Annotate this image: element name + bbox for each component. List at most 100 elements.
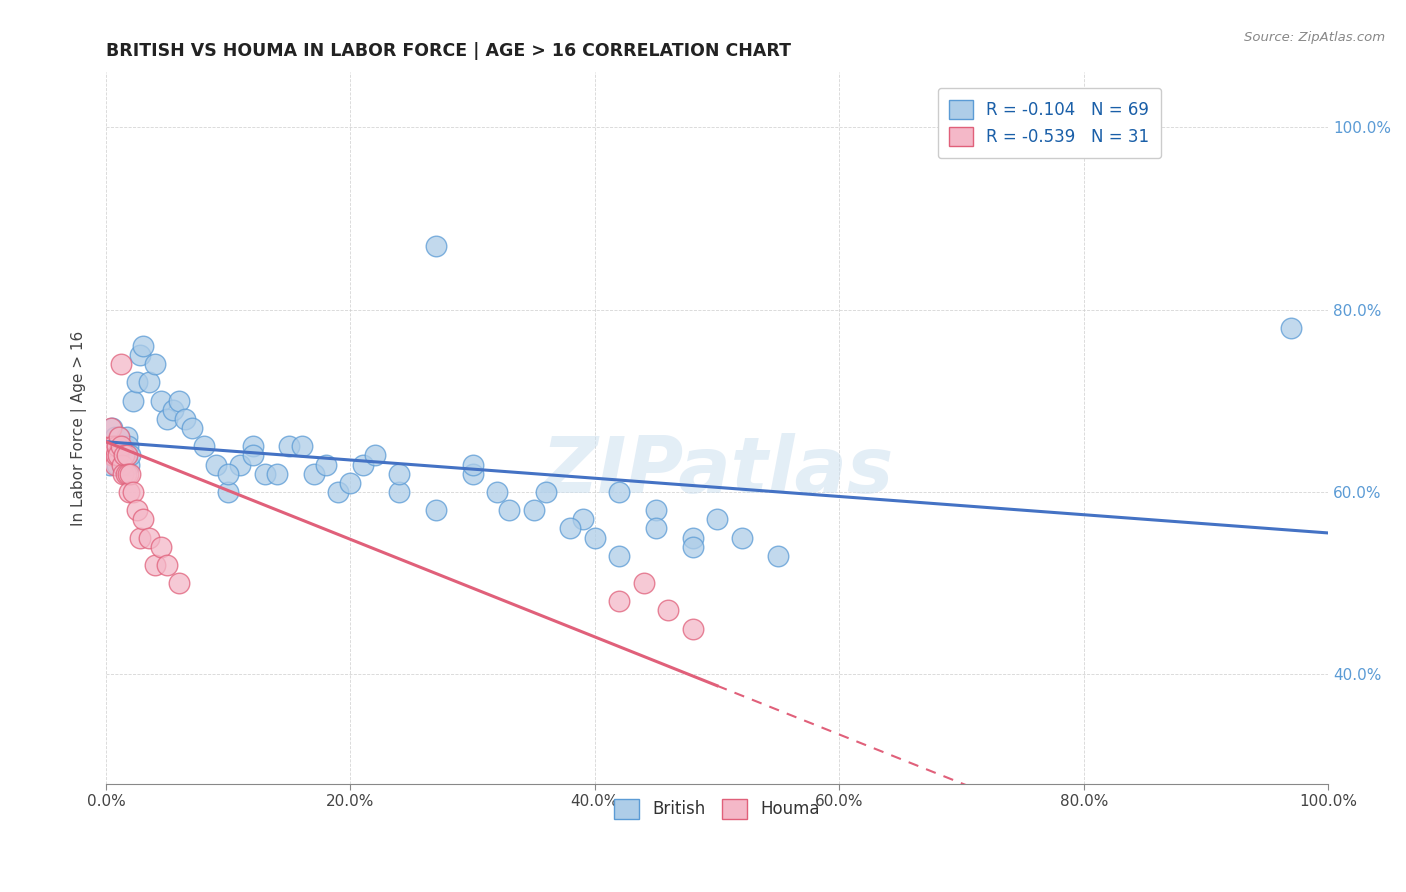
Point bbox=[352, 458, 374, 472]
Point bbox=[115, 449, 138, 463]
Point bbox=[115, 430, 138, 444]
Point bbox=[114, 467, 136, 481]
Point bbox=[105, 439, 128, 453]
Point bbox=[149, 540, 172, 554]
Point bbox=[645, 521, 668, 535]
Point bbox=[125, 376, 148, 390]
Point bbox=[315, 458, 337, 472]
Point bbox=[114, 449, 136, 463]
Point bbox=[108, 430, 131, 444]
Point bbox=[730, 531, 752, 545]
Point bbox=[107, 449, 129, 463]
Point bbox=[425, 503, 447, 517]
Point bbox=[388, 467, 411, 481]
Point bbox=[112, 439, 135, 453]
Point bbox=[149, 393, 172, 408]
Point bbox=[461, 467, 484, 481]
Point bbox=[425, 238, 447, 252]
Y-axis label: In Labor Force | Age > 16: In Labor Force | Age > 16 bbox=[72, 330, 87, 525]
Point bbox=[682, 540, 704, 554]
Point bbox=[266, 467, 288, 481]
Point bbox=[217, 484, 239, 499]
Point bbox=[120, 467, 142, 481]
Point bbox=[657, 603, 679, 617]
Point bbox=[103, 449, 125, 463]
Point bbox=[98, 458, 121, 472]
Point bbox=[205, 458, 228, 472]
Text: ZIPatlas: ZIPatlas bbox=[541, 433, 893, 508]
Point bbox=[118, 484, 141, 499]
Point bbox=[290, 439, 312, 453]
Point bbox=[104, 449, 127, 463]
Point bbox=[103, 430, 125, 444]
Point bbox=[253, 467, 276, 481]
Point bbox=[117, 467, 139, 481]
Point bbox=[302, 467, 325, 481]
Point bbox=[98, 439, 121, 453]
Legend: British, Houma: British, Houma bbox=[607, 793, 827, 825]
Point bbox=[607, 594, 630, 608]
Point bbox=[498, 503, 520, 517]
Point bbox=[112, 467, 135, 481]
Point bbox=[108, 430, 131, 444]
Point bbox=[103, 458, 125, 472]
Point bbox=[328, 484, 350, 499]
Point bbox=[103, 439, 125, 453]
Point bbox=[122, 393, 145, 408]
Point bbox=[122, 484, 145, 499]
Point bbox=[104, 439, 127, 453]
Point bbox=[174, 412, 197, 426]
Point bbox=[364, 449, 387, 463]
Point bbox=[107, 449, 129, 463]
Point bbox=[100, 421, 122, 435]
Point bbox=[143, 357, 166, 371]
Point bbox=[560, 521, 582, 535]
Point bbox=[112, 449, 135, 463]
Point bbox=[633, 576, 655, 591]
Point bbox=[766, 549, 789, 563]
Point bbox=[118, 458, 141, 472]
Point bbox=[217, 467, 239, 481]
Point bbox=[162, 402, 184, 417]
Point bbox=[278, 439, 301, 453]
Point bbox=[156, 558, 179, 572]
Point bbox=[682, 531, 704, 545]
Text: Source: ZipAtlas.com: Source: ZipAtlas.com bbox=[1244, 31, 1385, 45]
Point bbox=[131, 512, 153, 526]
Point bbox=[607, 549, 630, 563]
Point bbox=[111, 458, 134, 472]
Point bbox=[339, 475, 361, 490]
Point bbox=[706, 512, 728, 526]
Point bbox=[169, 576, 191, 591]
Point bbox=[242, 439, 264, 453]
Point bbox=[110, 439, 132, 453]
Point bbox=[101, 421, 124, 435]
Point bbox=[117, 439, 139, 453]
Point bbox=[105, 458, 128, 472]
Point bbox=[180, 421, 202, 435]
Text: BRITISH VS HOUMA IN LABOR FORCE | AGE > 16 CORRELATION CHART: BRITISH VS HOUMA IN LABOR FORCE | AGE > … bbox=[105, 42, 792, 60]
Point bbox=[100, 439, 122, 453]
Point bbox=[111, 458, 134, 472]
Point bbox=[571, 512, 593, 526]
Point bbox=[129, 531, 152, 545]
Point bbox=[138, 376, 160, 390]
Point bbox=[112, 449, 135, 463]
Point bbox=[682, 622, 704, 636]
Point bbox=[143, 558, 166, 572]
Point bbox=[110, 439, 132, 453]
Point bbox=[461, 458, 484, 472]
Point bbox=[607, 484, 630, 499]
Point bbox=[120, 449, 142, 463]
Point bbox=[645, 503, 668, 517]
Point bbox=[193, 439, 215, 453]
Point bbox=[1281, 320, 1303, 334]
Point bbox=[110, 357, 132, 371]
Point bbox=[131, 339, 153, 353]
Point bbox=[101, 449, 124, 463]
Point bbox=[583, 531, 606, 545]
Point bbox=[129, 348, 152, 362]
Point bbox=[125, 503, 148, 517]
Point bbox=[242, 449, 264, 463]
Point bbox=[388, 484, 411, 499]
